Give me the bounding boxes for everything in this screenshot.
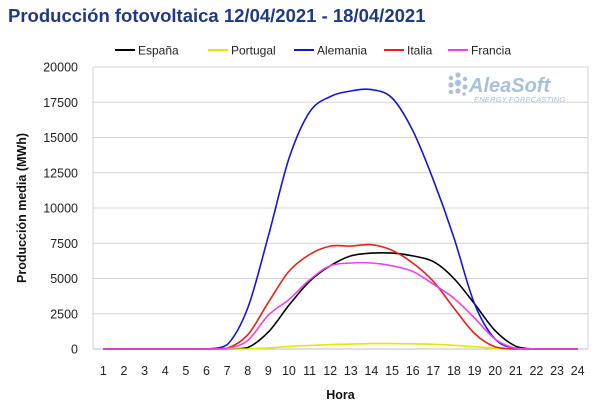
y-tick-label: 2500: [50, 307, 78, 321]
x-tick-label: 15: [385, 364, 399, 378]
legend-label: Portugal: [231, 44, 276, 58]
x-tick-label: 14: [364, 364, 378, 378]
legend-item-francia: Francia: [448, 44, 511, 58]
x-tick-label: 13: [344, 364, 358, 378]
logo-dot: [448, 75, 454, 81]
series-line-francia: [103, 261, 578, 350]
legend-label: Alemania: [317, 44, 367, 58]
x-tick-label: 9: [265, 364, 272, 378]
y-axis-label: Producción media (MWh): [15, 133, 29, 283]
x-tick-label: 21: [509, 364, 523, 378]
x-tick-label: 3: [141, 364, 148, 378]
x-tick-label: 12: [323, 364, 337, 378]
x-tick-label: 20: [488, 364, 502, 378]
x-tick-label: 17: [426, 364, 440, 378]
x-axis-label: Hora: [326, 388, 356, 402]
logo-dot: [462, 84, 468, 90]
x-tick-label: 7: [224, 364, 231, 378]
legend-label: Italia: [407, 44, 433, 58]
x-tick-label: 18: [447, 364, 461, 378]
y-tick-label: 5000: [50, 272, 78, 286]
grid: [93, 66, 588, 350]
logo-dot: [462, 76, 468, 82]
logo-dot: [448, 82, 454, 88]
x-tick-label: 2: [120, 364, 127, 378]
logo-dot: [455, 72, 461, 78]
logo-dots-icon: [448, 72, 468, 96]
x-tick-label: 1: [100, 364, 107, 378]
x-tick-label: 11: [303, 364, 316, 378]
x-tick-label: 24: [571, 364, 585, 378]
x-tick-label: 6: [203, 364, 210, 378]
x-tick-label: 8: [244, 364, 251, 378]
legend-item-italia: Italia: [384, 44, 433, 58]
x-tick-label: 4: [162, 364, 169, 378]
legend-item-alemania: Alemania: [294, 44, 367, 58]
logo: AleaSoft ENERGY FORECASTING: [448, 72, 565, 104]
x-tick-label: 23: [550, 364, 564, 378]
series-line-espana: [103, 252, 578, 350]
x-axis-ticks: 1 2 3 4 5 6 7 8 9 10 11 12 13 14 15 16 17 18 19 20 21 22 23 24: [100, 364, 585, 378]
y-tick-label: 0: [71, 343, 78, 357]
legend-item-portugal: Portugal: [208, 44, 276, 58]
legend-item-espana: España: [115, 44, 179, 58]
y-tick-label: 17500: [43, 96, 78, 110]
y-tick-label: 12500: [43, 166, 78, 180]
logo-dot: [449, 90, 453, 94]
logo-dot: [455, 88, 461, 94]
x-tick-label: 22: [529, 364, 543, 378]
y-tick-label: 10000: [43, 202, 78, 216]
x-tick-label: 19: [468, 364, 482, 378]
y-axis-ticks: 0 2500 5000 7500 10000 12500 15000 17500 20000: [43, 61, 78, 357]
legend-label: Francia: [471, 44, 511, 58]
x-tick-label: 10: [282, 364, 296, 378]
y-tick-label: 20000: [43, 61, 78, 75]
x-tick-label: 5: [182, 364, 189, 378]
y-tick-label: 7500: [50, 237, 78, 251]
logo-name: AleaSoft: [468, 75, 551, 97]
y-tick-label: 15000: [43, 131, 78, 145]
series-line-alemania: [103, 88, 578, 350]
chart-title: Producción fotovoltaica 12/04/2021 - 18/…: [8, 5, 426, 26]
series-lines: [103, 88, 578, 350]
legend-label: España: [138, 44, 179, 58]
logo-dot: [454, 79, 462, 87]
logo-tagline: ENERGY FORECASTING: [474, 95, 565, 104]
legend: España Portugal Alemania Italia Francia: [115, 44, 511, 58]
logo-dot: [462, 92, 466, 96]
x-tick-label: 16: [406, 364, 420, 378]
